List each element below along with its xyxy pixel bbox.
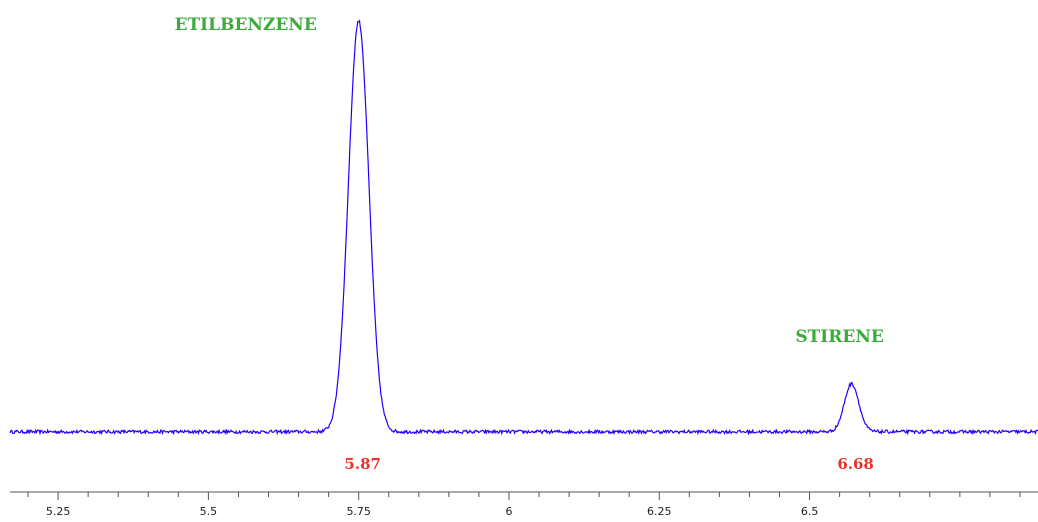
x-tick-label: 6.5: [801, 505, 819, 518]
retention-time-label: 6.68: [837, 455, 874, 473]
x-tick-label: 5.25: [46, 505, 71, 518]
chromatogram-trace: [9, 19, 1038, 436]
x-tick-label: 5.75: [346, 505, 371, 518]
peak-labels: ETILBENZENE 5.87 STIRENE 6.68: [175, 15, 884, 473]
x-tick-label: 6.25: [647, 505, 672, 518]
peak-name-label: ETILBENZENE: [175, 15, 317, 35]
x-axis-ticks: 5.25 5.5 5.75 6 6.25 6.5: [27, 492, 1021, 518]
x-tick-label: 6: [506, 505, 513, 518]
x-tick-label: 5.5: [200, 505, 218, 518]
retention-time-label: 5.87: [344, 455, 381, 473]
peak-name-label: STIRENE: [795, 327, 884, 347]
